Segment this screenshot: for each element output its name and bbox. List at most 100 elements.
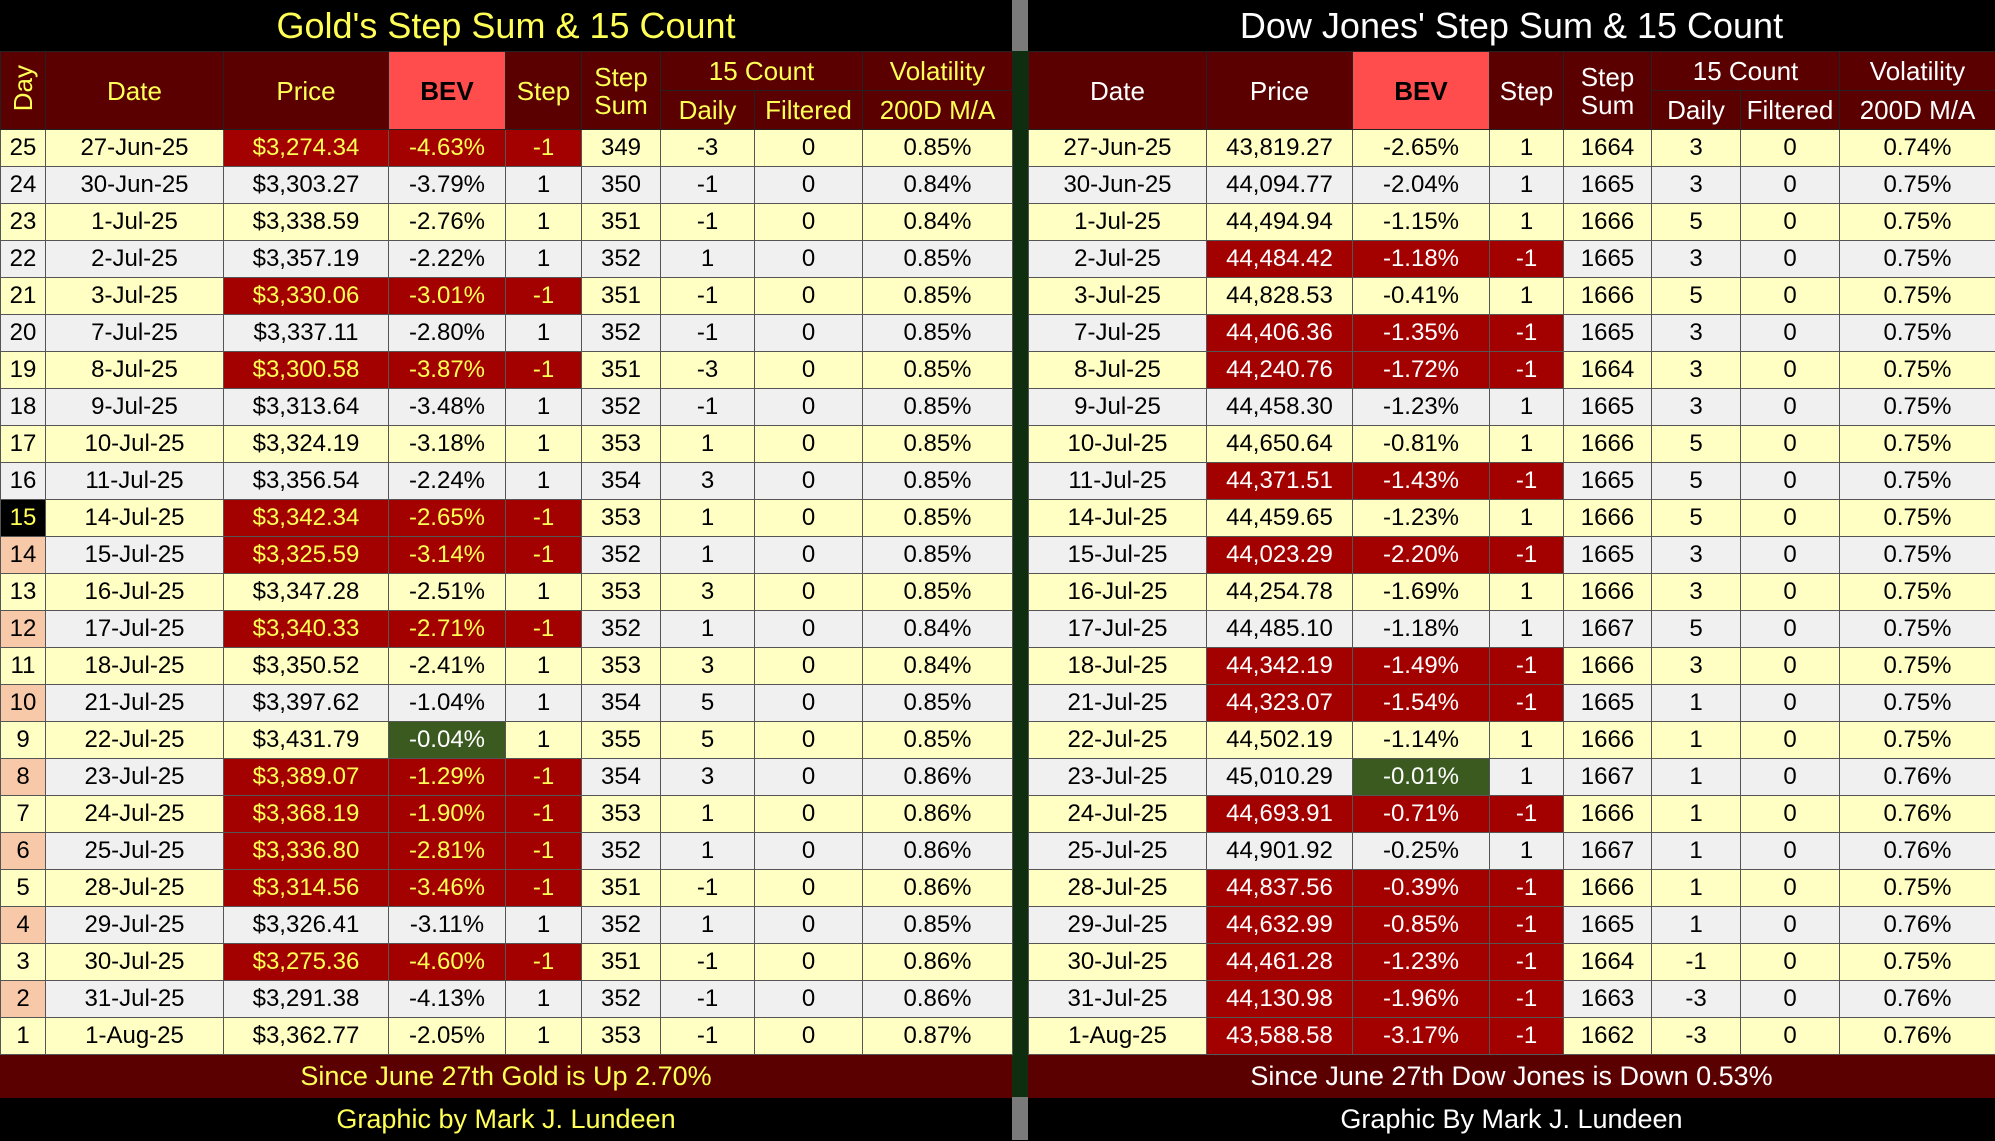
- table-cell: -0.85%: [1353, 907, 1490, 944]
- table-cell: 2-Jul-25: [1029, 241, 1207, 278]
- table-cell: -3.87%: [389, 352, 506, 389]
- table-cell: 1667: [1564, 611, 1652, 648]
- table-cell: 1666: [1564, 278, 1652, 315]
- table-cell: 355: [582, 722, 661, 759]
- table-cell: 44,342.19: [1207, 648, 1353, 685]
- table-cell: 44,494.94: [1207, 204, 1353, 241]
- table-cell: 0: [755, 833, 863, 870]
- table-cell: 44,371.51: [1207, 463, 1353, 500]
- table-cell: 0.76%: [1840, 833, 1995, 870]
- table-cell: 1: [661, 833, 755, 870]
- table-cell: 3-Jul-25: [46, 278, 224, 315]
- table-cell: 3: [1652, 241, 1741, 278]
- table-cell: 0: [755, 241, 863, 278]
- table-cell: -2.81%: [389, 833, 506, 870]
- table-cell: 0.75%: [1840, 944, 1995, 981]
- table-cell: -1: [506, 944, 582, 981]
- table-cell: -1: [1490, 944, 1564, 981]
- table-cell: 1: [1490, 278, 1564, 315]
- table-cell: 3: [1652, 315, 1741, 352]
- table-cell: 1666: [1564, 204, 1652, 241]
- column-header: Step Sum: [582, 52, 661, 130]
- table-cell: 0: [755, 944, 863, 981]
- table-cell: -2.41%: [389, 648, 506, 685]
- table-cell: -0.39%: [1353, 870, 1490, 907]
- panel-title: Gold's Step Sum & 15 Count: [0, 0, 1012, 51]
- table-cell: 30-Jun-25: [46, 167, 224, 204]
- table-cell: 0.84%: [863, 648, 1013, 685]
- table-cell: $3,336.80: [224, 833, 389, 870]
- table-cell: 1665: [1564, 907, 1652, 944]
- table-cell: 44,023.29: [1207, 537, 1353, 574]
- table-cell: -1: [506, 870, 582, 907]
- table-cell: -4.60%: [389, 944, 506, 981]
- table-cell: 0.86%: [863, 944, 1013, 981]
- table-cell: 0: [1741, 352, 1840, 389]
- table-cell: 0.86%: [863, 759, 1013, 796]
- table-cell: 1: [506, 574, 582, 611]
- table-cell: $3,325.59: [224, 537, 389, 574]
- table-cell: -1: [506, 759, 582, 796]
- table-cell: $3,275.36: [224, 944, 389, 981]
- table-cell: 25-Jul-25: [1029, 833, 1207, 870]
- table-cell: -1: [1490, 352, 1564, 389]
- table-cell: 1: [506, 722, 582, 759]
- table-cell: 352: [582, 315, 661, 352]
- table-cell: 7: [1, 796, 46, 833]
- table-cell: 0.87%: [863, 1018, 1013, 1055]
- table-cell: 9-Jul-25: [46, 389, 224, 426]
- table-cell: $3,291.38: [224, 981, 389, 1018]
- table-cell: 1: [506, 241, 582, 278]
- table-cell: 1662: [1564, 1018, 1652, 1055]
- table-cell: 1: [506, 685, 582, 722]
- table-cell: 0.75%: [1840, 241, 1995, 278]
- table-cell: 5: [1652, 204, 1741, 241]
- table-cell: 350: [582, 167, 661, 204]
- table-cell: 1: [1652, 722, 1741, 759]
- table-cell: 20: [1, 315, 46, 352]
- table-cell: $3,342.34: [224, 500, 389, 537]
- table-cell: -2.80%: [389, 315, 506, 352]
- table-cell: -1: [661, 1018, 755, 1055]
- table-cell: 1665: [1564, 389, 1652, 426]
- table-cell: 0.85%: [863, 500, 1013, 537]
- table-cell: 0.84%: [863, 611, 1013, 648]
- table-cell: 1: [1490, 574, 1564, 611]
- table-cell: 30-Jun-25: [1029, 167, 1207, 204]
- table-cell: 0.75%: [1840, 278, 1995, 315]
- table-cell: 351: [582, 352, 661, 389]
- table-cell: 3: [1652, 389, 1741, 426]
- table-cell: 1: [661, 611, 755, 648]
- table-cell: 0.86%: [863, 833, 1013, 870]
- table-cell: -1.23%: [1353, 500, 1490, 537]
- table-cell: 1: [661, 426, 755, 463]
- table-cell: $3,274.34: [224, 130, 389, 167]
- table-cell: 44,323.07: [1207, 685, 1353, 722]
- table-cell: 1: [1652, 685, 1741, 722]
- table-cell: -1: [1490, 870, 1564, 907]
- table-cell: 0: [1741, 130, 1840, 167]
- table-cell: 0: [755, 315, 863, 352]
- table-cell: -2.20%: [1353, 537, 1490, 574]
- table-cell: 21-Jul-25: [1029, 685, 1207, 722]
- table-cell: 25-Jul-25: [46, 833, 224, 870]
- table-cell: -1: [506, 278, 582, 315]
- table-cell: 22: [1, 241, 46, 278]
- table-cell: -1: [661, 981, 755, 1018]
